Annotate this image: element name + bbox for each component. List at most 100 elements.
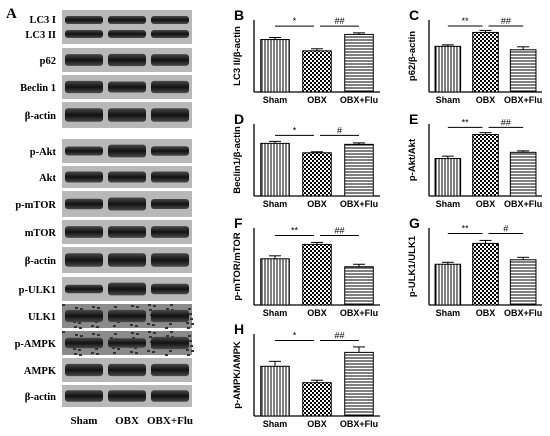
blot-band [108,108,146,122]
blot-band [65,198,103,210]
blot-label: β-actin [25,256,56,267]
blot-band [108,282,146,296]
blot-label: Akt [39,173,56,184]
blot-noise [153,305,156,307]
blot-noise [147,350,150,352]
blot-band [151,390,189,402]
blot-band [108,363,146,377]
blot-row: p62 [40,48,192,72]
blot-noise [189,340,192,342]
blot-noise [80,335,83,337]
x-tick-label: Sham [263,199,288,209]
blot-noise [188,308,191,310]
blot-band [65,171,103,183]
blot-noise [97,307,100,309]
blot-band [108,30,146,38]
blot-band [65,363,103,377]
blot-row: β-actin [25,102,192,128]
x-tick-label: Sham [263,308,288,318]
blot-label: AMPK [24,366,57,377]
bar [509,259,537,306]
blot-noise [190,318,193,320]
significance-label: # [337,125,342,135]
x-tick-label: OBX+Flu [504,308,542,318]
blot-noise [191,323,194,325]
blot-label: mTOR [25,228,57,239]
blot-band [65,390,103,402]
blot-noise [135,352,138,354]
blot-band [151,80,189,94]
blot-noise [75,307,78,309]
blot-band [151,253,189,267]
blot-noise [110,337,113,339]
blot-noise [152,324,155,326]
blot-noise [190,345,193,347]
panel-a-letter: A [6,6,17,22]
bar [260,39,290,93]
x-tick-label: OBX [476,199,496,209]
blot-band [151,283,189,295]
blot-band [65,16,103,24]
blot-noise [92,333,95,335]
x-tick-label: OBX+Flu [504,199,542,209]
blot-row: p-mTOR [15,191,192,217]
blot-noise [113,352,116,354]
blot-band [65,54,103,66]
blot-band [151,363,189,377]
significance-label: ## [501,117,511,127]
blot-noise [114,306,117,308]
blot-noise [91,325,94,327]
panel-letter: F [234,215,243,231]
x-tick-label: OBX+Flu [504,95,542,105]
blot-band [151,226,189,238]
blot-noise [96,326,99,328]
bar [302,243,332,306]
bar [472,134,499,197]
blot-band [151,146,189,156]
blot-noise [117,348,120,350]
x-tick-label: OBX [307,95,327,105]
x-tick-label: OBX [307,199,327,209]
bar [260,365,290,417]
blot-noise [187,354,190,356]
significance-label: * [293,125,297,135]
blot-noise [74,326,77,328]
x-tick-label: OBX [307,308,327,318]
chart-panel-h: Hp-AMPK/AMPK Sham OBX OBX+Flu * ## [232,321,380,429]
blot-label: β-actin [25,392,56,403]
blot-noise [112,347,115,349]
blot-band [108,226,146,238]
blot-background [62,10,192,44]
blot-noise [169,323,172,325]
blot-band [108,253,146,267]
panel-letter: C [409,7,419,23]
blot-label: LC3 I [29,15,56,26]
blot-row: p-ULK1 [19,277,192,301]
significance-label: ** [462,223,470,233]
blot-noise [136,306,139,308]
panel-letter: E [409,111,418,127]
blot-band [65,30,103,38]
y-axis-label: Beclin1/β-actin [232,126,243,194]
bar [302,50,332,93]
panel-letter: D [234,111,244,127]
blot-noise [134,347,137,349]
blot-noise [189,313,192,315]
x-tick-label: Sham [263,95,288,105]
blot-noise [74,353,77,355]
blot-label: Beclin 1 [20,83,56,94]
x-tick-label: Sham [436,199,461,209]
blot-band [65,80,103,94]
blot-row: LC3 I LC3 II [25,10,192,44]
x-tick-label: Sham [436,95,461,105]
blot-band [108,53,146,67]
blot-noise [135,325,138,327]
blot-row: AMPK [24,358,192,382]
blot-noise [148,304,151,306]
blot-noise [114,333,117,335]
blot-row: β-actin [25,385,192,407]
blot-noise [80,308,83,310]
